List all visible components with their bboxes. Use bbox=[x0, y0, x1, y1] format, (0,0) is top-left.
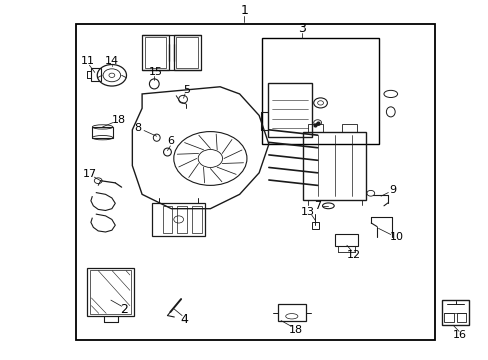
Bar bbox=[91, 68, 101, 81]
Text: 18: 18 bbox=[288, 325, 303, 335]
Bar bbox=[277, 305, 305, 320]
Bar bbox=[456, 314, 466, 322]
Text: 11: 11 bbox=[81, 56, 94, 66]
Bar bbox=[191, 206, 201, 233]
Text: 2: 2 bbox=[120, 303, 127, 316]
Bar bbox=[90, 270, 131, 315]
Bar bbox=[144, 37, 166, 68]
Bar bbox=[261, 39, 378, 144]
Text: 5: 5 bbox=[183, 85, 190, 95]
Bar bbox=[152, 203, 205, 235]
Text: 17: 17 bbox=[82, 169, 96, 179]
Text: 3: 3 bbox=[298, 22, 305, 35]
Bar bbox=[92, 127, 113, 138]
Bar bbox=[177, 206, 186, 233]
Text: 15: 15 bbox=[148, 67, 163, 77]
Bar bbox=[176, 37, 198, 68]
Bar bbox=[441, 300, 468, 325]
Text: 18: 18 bbox=[111, 116, 125, 126]
Text: 10: 10 bbox=[389, 232, 403, 242]
Bar bbox=[334, 234, 357, 246]
Text: 16: 16 bbox=[452, 330, 466, 340]
Bar bbox=[76, 24, 434, 339]
Bar bbox=[267, 83, 311, 137]
Text: 8: 8 bbox=[134, 123, 141, 133]
Bar bbox=[444, 314, 453, 322]
Text: 1: 1 bbox=[240, 4, 248, 17]
Bar bbox=[303, 132, 366, 200]
Bar bbox=[311, 222, 319, 229]
Bar bbox=[173, 36, 200, 69]
Bar bbox=[307, 125, 322, 132]
Text: 14: 14 bbox=[104, 56, 119, 66]
Text: 6: 6 bbox=[166, 136, 174, 146]
Text: 9: 9 bbox=[389, 185, 396, 195]
Bar bbox=[142, 36, 168, 69]
Text: 13: 13 bbox=[300, 207, 314, 217]
Text: 7: 7 bbox=[313, 201, 321, 211]
Text: 12: 12 bbox=[346, 249, 361, 260]
Bar bbox=[162, 206, 172, 233]
Bar bbox=[341, 125, 356, 132]
Bar bbox=[87, 268, 134, 316]
Text: 4: 4 bbox=[180, 312, 187, 326]
